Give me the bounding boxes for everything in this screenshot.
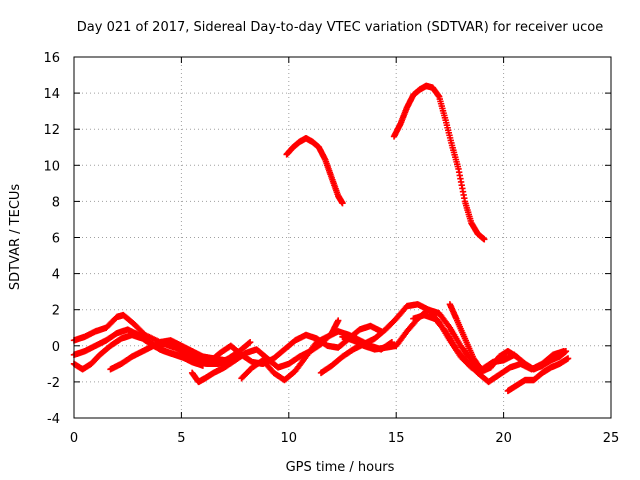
y-tick-label: 6	[52, 232, 60, 247]
y-tick-label: 16	[43, 51, 60, 66]
axis-ticks: 0 5 10 15 20 25 -4 -2 0 2 4 6 8 10 12 14 16	[43, 51, 619, 446]
y-tick-label: 2	[52, 304, 60, 319]
series-trace-k	[446, 301, 570, 375]
data-points	[70, 82, 572, 395]
series-arc-2	[390, 82, 488, 243]
x-tick-label: 10	[281, 431, 298, 446]
y-tick-label: 4	[52, 268, 60, 283]
x-tick-label: 25	[603, 431, 620, 446]
x-tick-label: 5	[177, 431, 185, 446]
data-point	[562, 348, 570, 355]
series-trace-g	[206, 322, 385, 368]
grid	[74, 57, 611, 418]
data-point	[335, 317, 342, 324]
x-axis-title: GPS time / hours	[286, 460, 395, 475]
y-axis-title: SDTVAR / TECUs	[8, 184, 23, 291]
y-tick-label: 14	[43, 87, 60, 102]
data-point	[481, 236, 488, 243]
x-tick-label: 20	[495, 431, 512, 446]
y-tick-label: 0	[52, 340, 60, 355]
series-trace-a	[70, 311, 228, 364]
data-point	[564, 355, 572, 362]
series-trace-c	[70, 331, 243, 373]
y-tick-label: 10	[43, 159, 60, 174]
series-arc-1	[283, 135, 346, 207]
y-tick-label: 8	[52, 195, 60, 210]
y-tick-label: -2	[47, 376, 60, 391]
y-tick-label: -4	[47, 412, 60, 427]
series-trace-l	[504, 355, 572, 395]
x-tick-label: 0	[70, 431, 78, 446]
chart-title: Day 021 of 2017, Sidereal Day-to-day VTE…	[77, 20, 603, 35]
y-tick-label: 12	[43, 123, 60, 138]
x-tick-label: 15	[388, 431, 405, 446]
data-point	[246, 338, 254, 346]
data-point	[339, 200, 346, 207]
series-trace-d	[107, 338, 254, 373]
data-point	[245, 339, 253, 347]
series-trace-e	[188, 317, 342, 386]
